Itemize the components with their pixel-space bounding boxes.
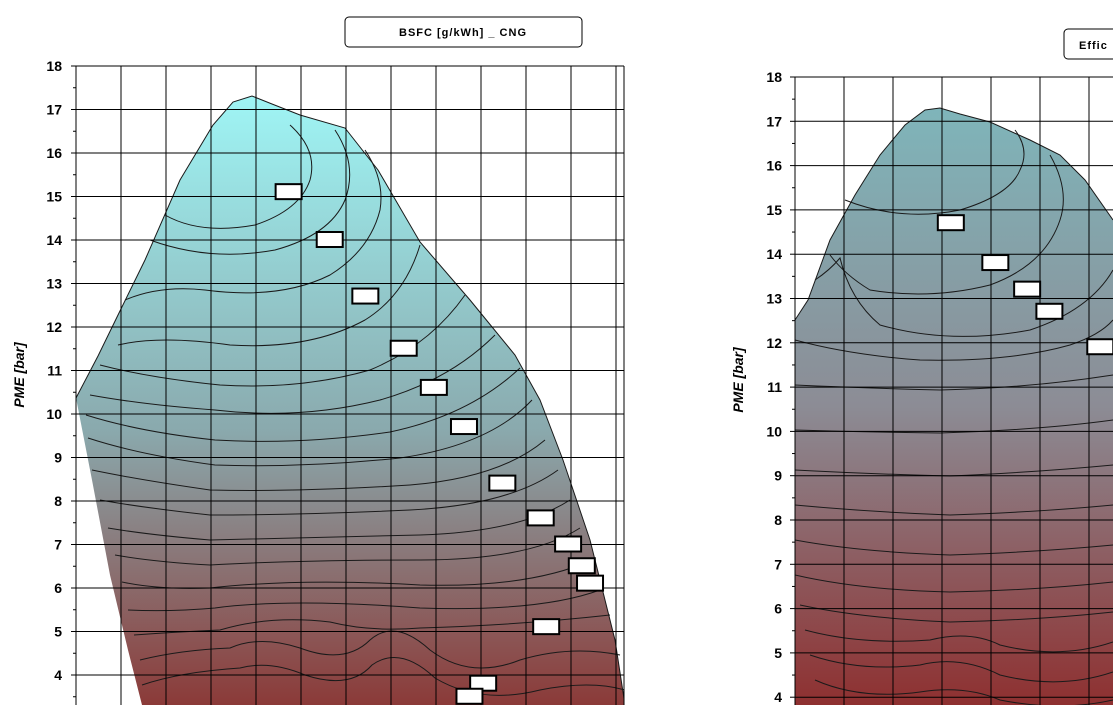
bsfc-contour-label-box (315, 231, 344, 248)
bsfc-contour-label-box (419, 378, 448, 396)
bsfc-contour-label-box (576, 574, 605, 592)
bsfc-y-tick-label: 6 (54, 580, 62, 596)
efficiency-y-tick-label: 11 (767, 379, 782, 395)
bsfc-title-box: BSFC [g/kWh] _ CNG (344, 16, 583, 48)
efficiency-y-tick-label: 6 (774, 601, 782, 617)
efficiency-contour-label-box (981, 254, 1010, 272)
bsfc-y-tick-label: 5 (54, 624, 62, 640)
bsfc-contour-label-box (449, 418, 478, 436)
bsfc-y-ticks: 4 5 6 7 8 9 10 11 12 13 14 15 16 17 18 (46, 58, 76, 698)
bsfc-contour-label-box (274, 183, 303, 201)
bsfc-y-tick-label: 15 (46, 189, 62, 205)
bsfc-contour-label-box (488, 474, 517, 492)
bsfc-y-tick-label: 11 (47, 363, 62, 379)
efficiency-y-tick-label: 4 (774, 689, 782, 705)
efficiency-y-tick-label: 10 (766, 423, 782, 439)
bsfc-contour-label-box (532, 618, 561, 636)
bsfc-y-tick-label: 8 (54, 493, 62, 509)
bsfc-contour-labels (274, 183, 605, 705)
efficiency-y-tick-label: 9 (774, 468, 782, 484)
efficiency-plot-area (795, 77, 1113, 705)
efficiency-y-tick-label: 12 (766, 335, 782, 351)
efficiency-y-tick-label: 15 (766, 202, 782, 218)
bsfc-y-axis-title: PME [bar] (11, 341, 27, 408)
efficiency-contour-labels (936, 214, 1113, 356)
efficiency-contour-fill (795, 108, 1113, 705)
bsfc-contour-label-box (455, 687, 484, 705)
efficiency-contour-lines (795, 129, 1113, 705)
bsfc-y-tick-label: 16 (46, 145, 62, 161)
efficiency-y-tick-label: 7 (774, 556, 782, 572)
bsfc-envelope (76, 95, 624, 702)
efficiency-contour-label-box (1086, 338, 1113, 356)
efficiency-title: Effic (1079, 40, 1108, 52)
bsfc-contour-label-box (567, 557, 596, 575)
efficiency-chart: Effic (730, 28, 1113, 705)
bsfc-contour-label-box (351, 287, 380, 305)
efficiency-contour-label-box (1035, 302, 1064, 320)
efficiency-contour-label-box (936, 214, 965, 232)
bsfc-chart: BSFC [g/kWh] _ CNG (11, 16, 625, 705)
bsfc-y-tick-label: 13 (46, 276, 62, 292)
bsfc-y-tick-label: 7 (54, 537, 62, 553)
efficiency-y-tick-label: 5 (774, 645, 782, 661)
efficiency-y-tick-label: 16 (766, 158, 782, 174)
bsfc-y-tick-label: 17 (46, 102, 62, 118)
efficiency-y-tick-label: 8 (774, 512, 782, 528)
bsfc-y-tick-label: 12 (46, 319, 62, 335)
bsfc-title: BSFC [g/kWh] _ CNG (399, 27, 527, 39)
efficiency-y-tick-label: 18 (766, 69, 782, 85)
bsfc-plot-area (76, 66, 624, 705)
bsfc-y-tick-label: 9 (54, 450, 62, 466)
bsfc-contour-label-box (526, 509, 555, 527)
efficiency-contour-label-box (1013, 280, 1042, 298)
bsfc-contour-label-box (389, 339, 418, 357)
efficiency-title-box: Effic (1063, 28, 1113, 60)
efficiency-y-tick-label: 14 (766, 246, 782, 262)
efficiency-envelope (795, 107, 1113, 321)
bsfc-y-tick-label: 4 (54, 667, 62, 683)
efficiency-y-axis-title: PME [bar] (730, 346, 746, 413)
efficiency-y-tick-label: 17 (766, 113, 782, 129)
efficiency-y-tick-label: 13 (766, 291, 782, 307)
efficiency-y-ticks: 4 5 6 7 8 9 10 11 12 13 14 15 16 17 18 (766, 69, 795, 705)
bsfc-contour-label-box (554, 535, 583, 553)
bsfc-contour-lines (85, 124, 624, 696)
bsfc-contour-fill (76, 96, 624, 705)
bsfc-y-tick-label: 18 (46, 58, 62, 74)
efficiency-grid (795, 77, 1113, 705)
bsfc-y-tick-label: 10 (46, 406, 62, 422)
bsfc-y-tick-label: 14 (46, 232, 62, 248)
